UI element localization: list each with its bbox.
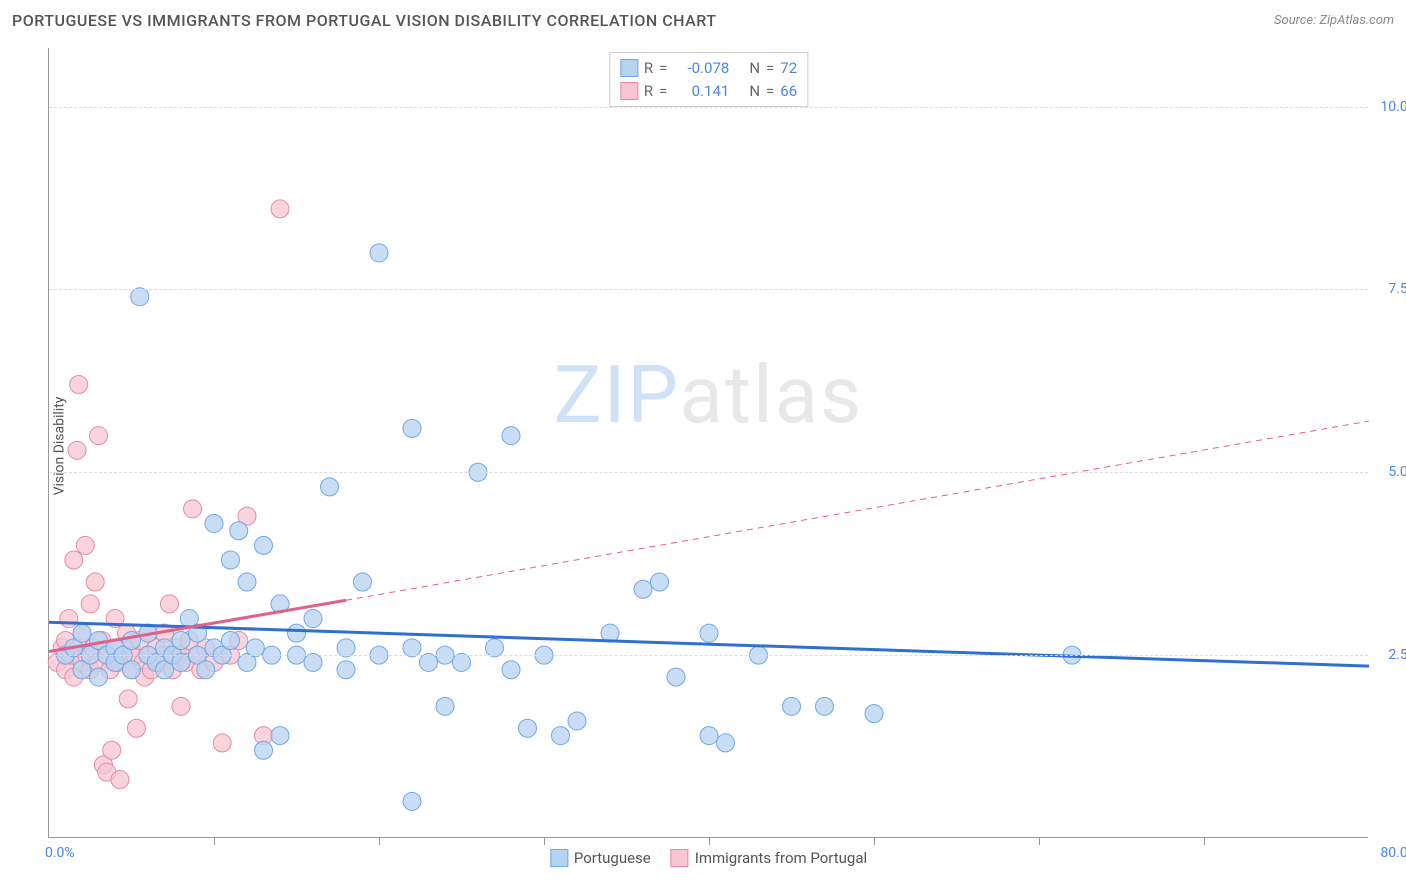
data-point <box>568 712 586 730</box>
data-point <box>172 632 190 650</box>
data-point <box>86 573 104 591</box>
trend-line <box>346 421 1369 600</box>
data-point <box>337 661 355 679</box>
data-point <box>68 441 86 459</box>
data-point <box>700 624 718 642</box>
data-point <box>453 653 471 671</box>
legend-item-blue: Portuguese <box>550 849 651 867</box>
plot-area: ZIPatlas R = -0.078 N = 72 R = 0.141 N = <box>48 48 1368 838</box>
data-point <box>651 573 669 591</box>
data-point <box>634 580 652 598</box>
y-tick-label: 2.5% <box>1388 647 1406 663</box>
x-tick <box>1039 837 1040 845</box>
data-point <box>127 719 145 737</box>
data-point <box>246 639 264 657</box>
data-point <box>403 639 421 657</box>
legend-label-pink: Immigrants from Portugal <box>695 849 867 867</box>
data-point <box>700 727 718 745</box>
y-tick-label: 10.0% <box>1380 99 1406 115</box>
data-point <box>90 427 108 445</box>
data-point <box>90 668 108 686</box>
data-point <box>502 427 520 445</box>
data-point <box>321 478 339 496</box>
data-point <box>271 200 289 218</box>
source-attribution: Source: ZipAtlas.com <box>1274 13 1394 28</box>
data-point <box>552 727 570 745</box>
data-point <box>73 624 91 642</box>
chart-svg <box>49 48 1368 837</box>
data-point <box>816 697 834 715</box>
data-point <box>70 375 88 393</box>
data-point <box>403 419 421 437</box>
data-point <box>519 719 537 737</box>
data-point <box>255 741 273 759</box>
x-tick <box>544 837 545 845</box>
x-max-label: 80.0% <box>1380 845 1406 861</box>
x-tick <box>1204 837 1205 845</box>
gridline <box>49 107 1368 108</box>
legend-label-blue: Portuguese <box>574 849 651 867</box>
data-point <box>370 244 388 262</box>
data-point <box>436 697 454 715</box>
chart-header: PORTUGUESE VS IMMIGRANTS FROM PORTUGAL V… <box>0 0 1406 40</box>
y-tick-label: 7.5% <box>1388 281 1406 297</box>
data-point <box>60 610 78 628</box>
chart-container: PORTUGUESE VS IMMIGRANTS FROM PORTUGAL V… <box>0 0 1406 892</box>
data-point <box>304 653 322 671</box>
data-point <box>354 573 372 591</box>
data-point <box>111 770 129 788</box>
data-point <box>230 522 248 540</box>
data-point <box>255 536 273 554</box>
data-point <box>172 697 190 715</box>
data-point <box>403 792 421 810</box>
gridline <box>49 472 1368 473</box>
legend-swatch-pink <box>671 849 689 867</box>
legend-swatch-blue <box>550 849 568 867</box>
data-point <box>205 514 223 532</box>
x-tick <box>214 837 215 845</box>
gridline <box>49 655 1368 656</box>
data-point <box>486 639 504 657</box>
data-point <box>222 632 240 650</box>
y-tick-label: 5.0% <box>1388 464 1406 480</box>
data-point <box>160 595 178 613</box>
data-point <box>271 727 289 745</box>
data-point <box>213 734 231 752</box>
x-origin-label: 0.0% <box>45 845 75 861</box>
data-point <box>420 653 438 671</box>
data-point <box>783 697 801 715</box>
x-tick <box>379 837 380 845</box>
legend-item-pink: Immigrants from Portugal <box>671 849 867 867</box>
data-point <box>76 536 94 554</box>
data-point <box>502 661 520 679</box>
data-point <box>337 639 355 657</box>
x-tick <box>709 837 710 845</box>
bottom-legend: Portuguese Immigrants from Portugal <box>550 849 867 867</box>
data-point <box>123 632 141 650</box>
data-point <box>304 610 322 628</box>
data-point <box>222 551 240 569</box>
x-tick <box>874 837 875 845</box>
data-point <box>667 668 685 686</box>
data-point <box>123 661 141 679</box>
data-point <box>103 741 121 759</box>
data-point <box>81 595 99 613</box>
data-point <box>65 551 83 569</box>
data-point <box>184 500 202 518</box>
data-point <box>172 653 190 671</box>
data-point <box>717 734 735 752</box>
data-point <box>131 288 149 306</box>
gridline <box>49 289 1368 290</box>
data-point <box>119 690 137 708</box>
data-point <box>865 705 883 723</box>
data-point <box>197 661 215 679</box>
data-point <box>288 624 306 642</box>
data-point <box>238 573 256 591</box>
chart-title: PORTUGUESE VS IMMIGRANTS FROM PORTUGAL V… <box>12 11 717 30</box>
